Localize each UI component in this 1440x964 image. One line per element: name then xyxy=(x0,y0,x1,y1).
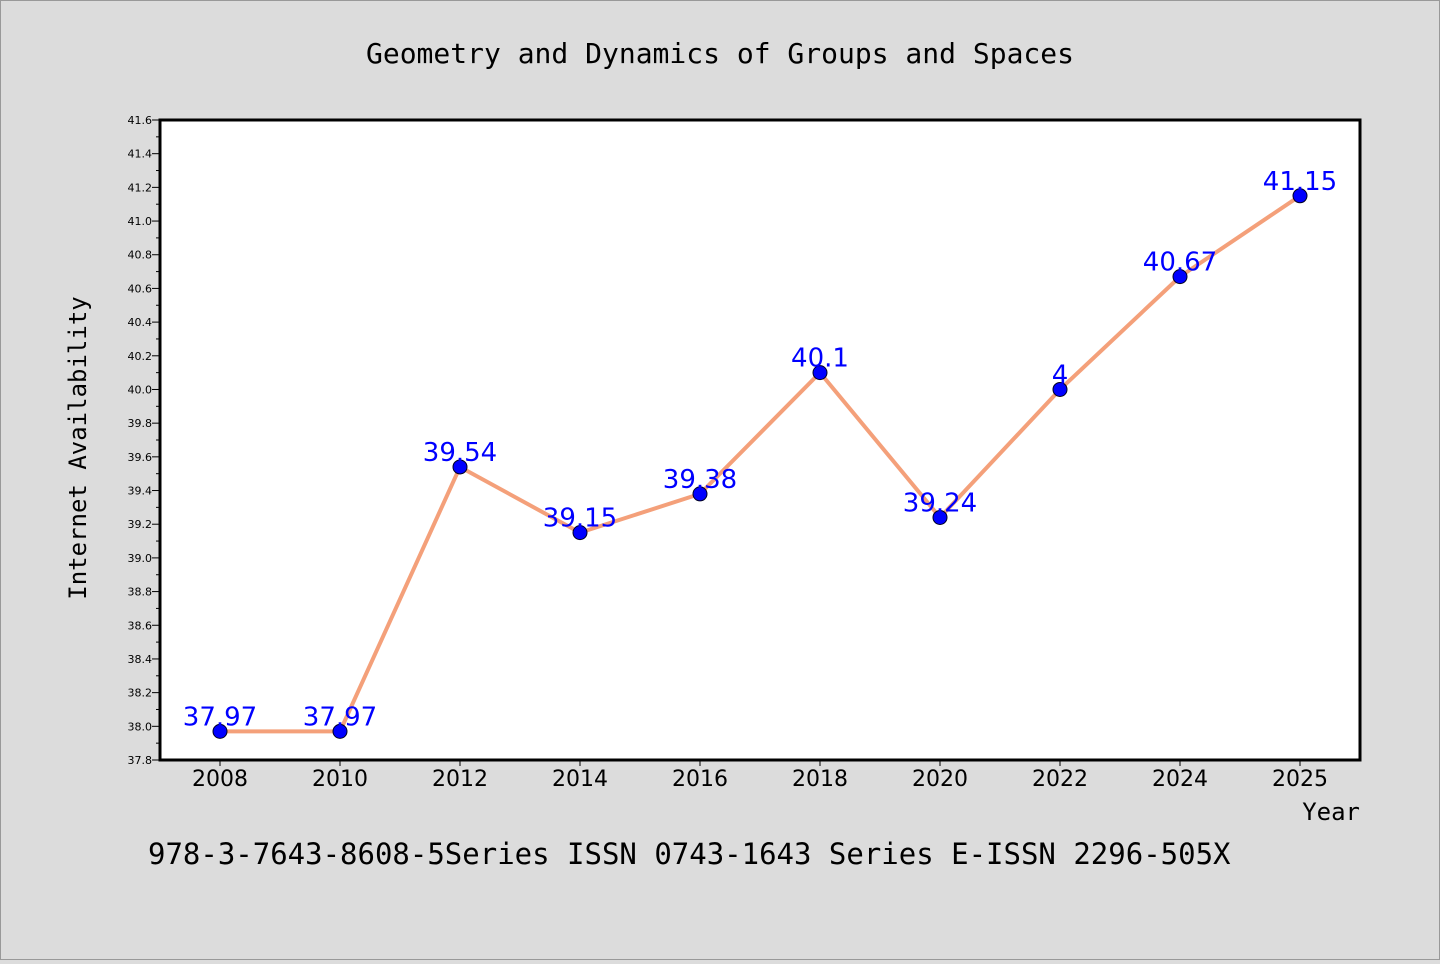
x-tick-label: 2016 xyxy=(672,767,728,792)
x-tick-label: 2012 xyxy=(432,767,488,792)
data-point xyxy=(1052,381,1068,397)
x-tick-label: 2024 xyxy=(1152,767,1208,792)
y-tick-label: 39.0 xyxy=(128,552,153,565)
x-tick-label: 2020 xyxy=(912,767,968,792)
data-label: 39.38 xyxy=(663,465,737,495)
x-tick-label: 2010 xyxy=(312,767,368,792)
chart-title: Geometry and Dynamics of Groups and Spac… xyxy=(366,37,1074,70)
y-axis-label: Internet Availability xyxy=(64,296,92,599)
data-point xyxy=(452,459,468,475)
data-point xyxy=(1292,188,1308,204)
footer-text: 978-3-7643-8608-5Series ISSN 0743-1643 S… xyxy=(148,837,1231,871)
y-tick-label: 38.0 xyxy=(128,720,153,733)
data-label: 4 xyxy=(1052,360,1069,390)
y-tick-label: 41.4 xyxy=(128,148,153,161)
data-point xyxy=(332,723,348,739)
data-label: 37.97 xyxy=(303,702,377,732)
y-tick-label: 39.2 xyxy=(128,518,153,531)
plot-area xyxy=(158,118,1362,762)
y-tick-label: 40.2 xyxy=(128,350,153,363)
data-point xyxy=(212,723,228,739)
series-markers xyxy=(212,188,1308,739)
data-label: 39.15 xyxy=(543,504,617,534)
x-tick-label: 2025 xyxy=(1272,767,1328,792)
y-tick-label: 39.6 xyxy=(128,451,153,464)
data-point xyxy=(572,525,588,541)
x-axis-ticks: 2008 2010 2012 2014 2016 2018 2020 2022 2024 2025 xyxy=(192,760,1328,792)
y-tick-label: 38.4 xyxy=(128,653,153,666)
y-tick-label: 41.2 xyxy=(128,181,153,194)
data-label: 41.15 xyxy=(1263,167,1337,197)
y-tick-label: 38.2 xyxy=(128,687,153,700)
y-tick-label: 40.6 xyxy=(128,282,153,295)
y-tick-label: 40.4 xyxy=(128,316,153,329)
data-point xyxy=(932,509,948,525)
y-tick-label: 41.6 xyxy=(128,114,153,127)
y-tick-label: 38.6 xyxy=(128,619,153,632)
y-tick-label: 40.0 xyxy=(128,383,153,396)
x-tick-label: 2022 xyxy=(1032,767,1088,792)
data-point xyxy=(692,486,708,502)
data-point xyxy=(1172,269,1188,285)
y-tick-label: 38.8 xyxy=(128,586,153,599)
x-tick-label: 2014 xyxy=(552,767,608,792)
data-label: 39.54 xyxy=(423,438,497,468)
y-tick-label: 37.8 xyxy=(128,754,153,767)
data-label: 40.67 xyxy=(1143,248,1217,278)
series-line xyxy=(220,194,1302,734)
y-axis-ticks: 37.8 38.0 38.2 38.4 38.6 38.8 39.0 39.2 39.4 39.6… xyxy=(128,114,160,767)
data-label: 40.1 xyxy=(791,344,849,374)
data-labels: 37.97 37.97 39.54 39.15 39.38 40.1 39.24 4 40.67… xyxy=(183,167,1337,733)
y-tick-label: 40.8 xyxy=(128,249,153,262)
y-tick-label: 39.8 xyxy=(128,417,153,430)
y-tick-label: 39.4 xyxy=(128,485,153,498)
x-tick-label: 2018 xyxy=(792,767,848,792)
x-tick-label: 2008 xyxy=(192,767,248,792)
data-point xyxy=(812,365,828,381)
data-label: 39.24 xyxy=(903,488,977,518)
y-tick-label: 41.0 xyxy=(128,215,153,228)
data-label: 37.97 xyxy=(183,702,257,732)
x-axis-label: Year xyxy=(1302,798,1360,826)
